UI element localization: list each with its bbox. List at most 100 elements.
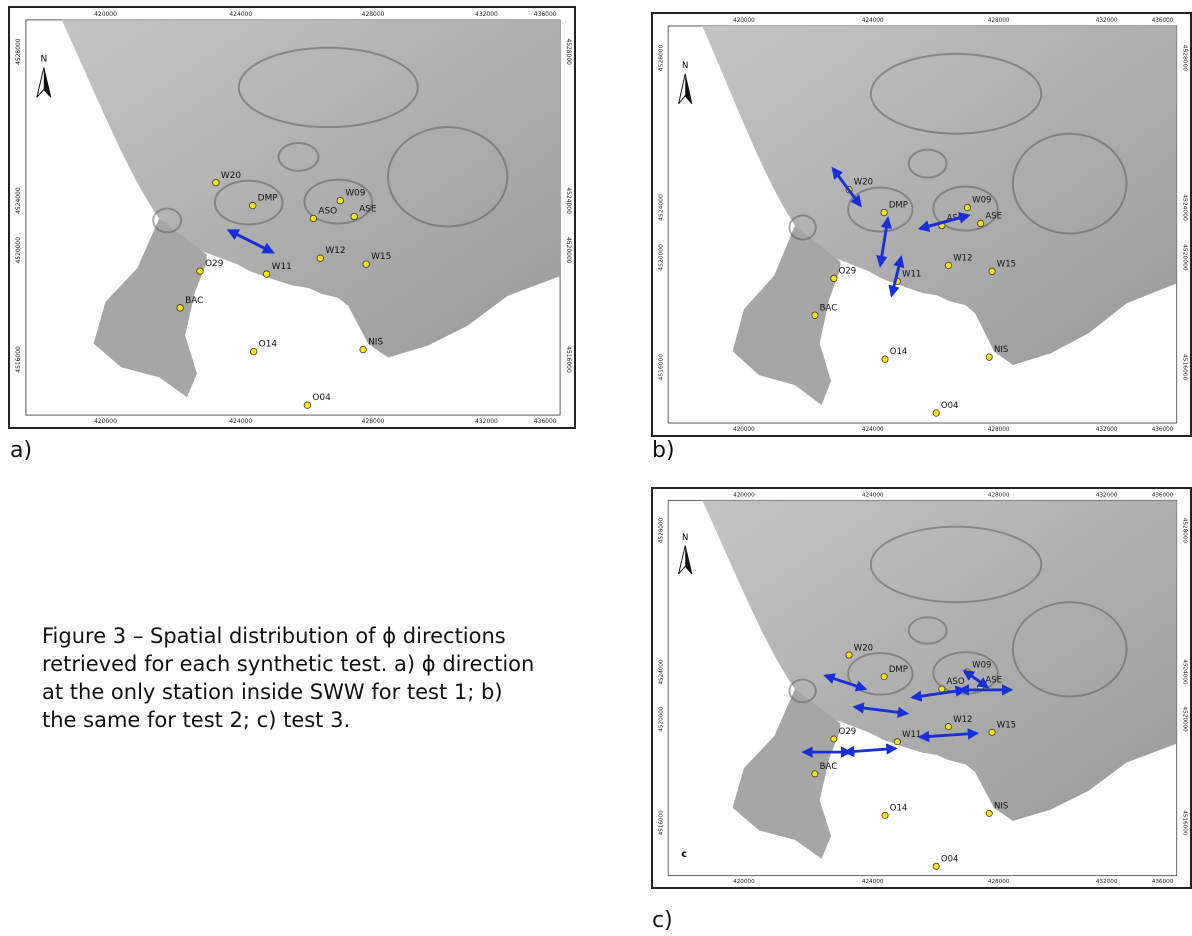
y-tick-label: 4524000	[1181, 194, 1187, 221]
station	[197, 268, 204, 275]
x-tick-label: 436000	[534, 418, 557, 425]
station-label: W12	[953, 715, 972, 725]
station-label: W09	[345, 189, 366, 199]
station	[978, 220, 984, 227]
station-label: O14	[259, 340, 278, 350]
y-tick-label: 4516000	[15, 346, 22, 373]
station-label: DMP	[258, 194, 279, 204]
station	[304, 402, 311, 409]
x-tick-label: 428000	[362, 11, 385, 18]
x-tick-label: 432000	[475, 11, 498, 18]
station-label: W20	[221, 171, 242, 181]
north-label: N	[682, 533, 688, 543]
x-tick-label: 436000	[1152, 427, 1174, 433]
station-label: W15	[371, 252, 391, 262]
panel-label: b)	[652, 438, 675, 463]
station	[317, 255, 324, 262]
y-tick-label: 4528000	[1181, 518, 1187, 544]
y-tick-label: 4520000	[1181, 707, 1187, 733]
station-label: ASE	[985, 211, 1002, 221]
station	[964, 204, 970, 211]
station-label: NIS	[368, 338, 383, 348]
station	[881, 674, 887, 680]
y-tick-label: 4528000	[659, 44, 665, 71]
station	[812, 771, 818, 777]
x-tick-label: 432000	[1096, 879, 1118, 885]
station-label: O14	[890, 347, 908, 357]
y-tick-label: 4516000	[565, 346, 572, 373]
station	[986, 354, 992, 361]
station-label: ASE	[985, 675, 1002, 685]
station-label: W11	[272, 262, 292, 272]
map-panel: 4200004200004240004240004280004280004320…	[8, 6, 576, 429]
x-tick-label: 420000	[733, 18, 755, 24]
map: 4200004200004240004240004280004280004320…	[10, 8, 574, 427]
y-tick-label: 4516000	[658, 810, 664, 836]
station	[213, 179, 220, 186]
station-label: O04	[312, 393, 331, 403]
north-label: N	[682, 61, 688, 71]
station	[337, 197, 344, 204]
y-tick-label: 4520000	[1181, 244, 1187, 271]
station-label: W12	[953, 253, 972, 263]
station-label: W11	[902, 730, 921, 740]
page: 420000 420000 424000 424000 428000 428000 4320…	[0, 0, 1192, 936]
x-tick-label: 428000	[988, 493, 1010, 499]
station-label: DMP	[889, 665, 908, 675]
y-tick-label: 4516000	[659, 354, 665, 381]
x-tick-label: 424000	[229, 11, 252, 18]
station	[989, 729, 995, 735]
x-tick-label: 420000	[94, 11, 117, 18]
panel-label: a)	[10, 438, 32, 463]
station	[881, 209, 887, 216]
x-tick-label: 420000	[733, 879, 755, 885]
station	[945, 724, 951, 730]
map: 4200004200004240004240004280004280004320…	[653, 14, 1190, 435]
y-tick-label: 4524000	[1181, 659, 1187, 685]
x-tick-label: 428000	[988, 18, 1010, 24]
station	[812, 312, 818, 319]
station-label: W20	[854, 643, 873, 653]
x-tick-label: 436000	[1152, 18, 1174, 24]
station	[882, 812, 888, 818]
station-label: O29	[839, 266, 857, 276]
y-tick-label: 4520000	[565, 237, 572, 264]
figure-caption: Figure 3 – Spatial distribution of ϕ dir…	[42, 622, 542, 734]
x-tick-label: 420000	[733, 427, 755, 433]
station	[360, 346, 367, 353]
station-label: W09	[972, 660, 991, 670]
y-tick-label: 4516000	[1181, 810, 1187, 836]
station-label: ASE	[359, 205, 377, 215]
map: 4200004200004240004240004280004280004320…	[653, 489, 1190, 887]
y-tick-label: 4520000	[659, 244, 665, 271]
station-label: W09	[972, 195, 991, 205]
station-label: W11	[902, 269, 921, 279]
y-tick-label: 4520000	[658, 706, 664, 732]
station-label: O14	[890, 804, 908, 814]
station-label: W12	[325, 246, 345, 256]
x-tick-label: 432000	[1096, 493, 1118, 499]
station	[249, 202, 256, 209]
y-tick-label: 4524000	[565, 187, 572, 214]
station	[989, 268, 995, 275]
station	[363, 261, 370, 268]
y-tick-label: 4520000	[15, 237, 22, 264]
y-tick-label: 4516000	[1181, 354, 1187, 381]
y-tick-label: 4528000	[658, 518, 664, 544]
station-label: NIS	[994, 802, 1008, 812]
station	[351, 213, 358, 220]
station-label: NIS	[994, 345, 1009, 355]
station	[933, 863, 939, 869]
station-label: O29	[205, 259, 224, 269]
station	[945, 262, 951, 269]
station	[263, 271, 270, 278]
station	[846, 652, 852, 658]
station	[939, 686, 945, 692]
x-tick-label: 420000	[94, 418, 117, 425]
station-label: DMP	[889, 200, 908, 210]
x-tick-label: 424000	[862, 18, 884, 24]
station	[831, 275, 837, 282]
x-tick-label: 436000	[1152, 493, 1174, 499]
station	[894, 739, 900, 745]
